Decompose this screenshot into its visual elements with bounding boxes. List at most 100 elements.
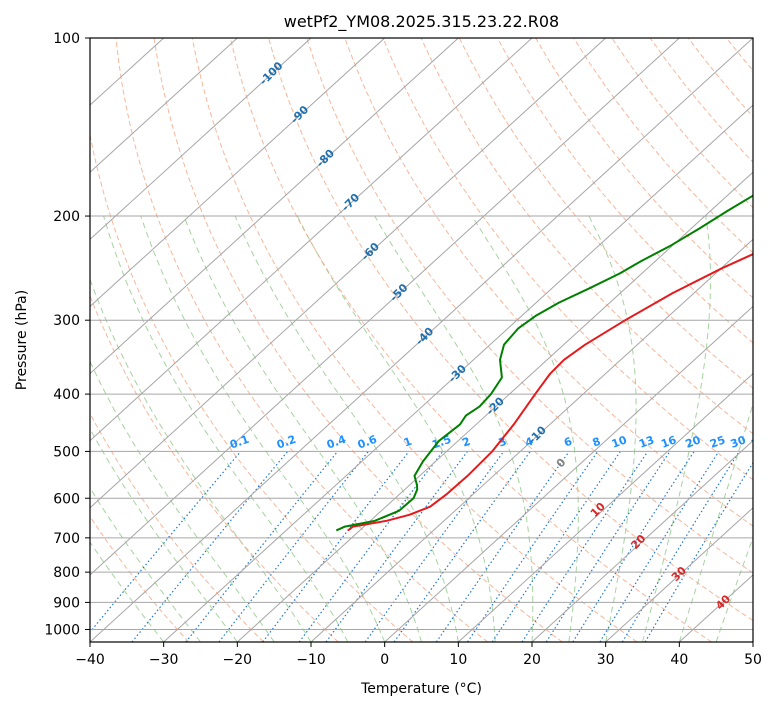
dry-adiabat bbox=[306, 38, 753, 574]
y-axis-label: Pressure (hPa) bbox=[14, 290, 30, 390]
mixing-ratio-line bbox=[325, 451, 468, 642]
skewed-isotherm bbox=[531, 439, 753, 642]
y-tick-label: 500 bbox=[53, 444, 80, 460]
moist-adiabat bbox=[90, 277, 312, 642]
y-tick-label: 1000 bbox=[44, 622, 80, 638]
skewed-isotherm bbox=[90, 38, 386, 308]
moist-adiabat bbox=[90, 360, 275, 642]
y-tick-label: 700 bbox=[53, 531, 80, 547]
mixing-ratio-label: 16 bbox=[659, 433, 678, 451]
x-tick-label: 20 bbox=[523, 652, 541, 668]
x-tick-label: 0 bbox=[380, 652, 389, 668]
moist-adiabat bbox=[642, 215, 711, 642]
y-tick-label: 300 bbox=[53, 313, 80, 329]
y-tick-label: 200 bbox=[53, 209, 80, 225]
moist-adiabat bbox=[103, 215, 349, 642]
mixing-ratio-label: 30 bbox=[729, 433, 748, 451]
dewpoint-line bbox=[335, 194, 753, 532]
skewed-isotherm bbox=[310, 238, 753, 642]
mixing-ratio-line bbox=[466, 451, 599, 642]
chart-title: wetPf2_YM08.2025.315.23.22.R08 bbox=[284, 12, 559, 32]
mixing-ratio-line bbox=[621, 451, 740, 642]
skewed-isotherm bbox=[90, 38, 607, 509]
mixing-ratio-label: 13 bbox=[637, 433, 656, 450]
dry-adiabat bbox=[496, 38, 753, 344]
dry-adiabat bbox=[90, 412, 264, 642]
mixing-ratio-label: 6 bbox=[562, 435, 574, 450]
moist-adiabat bbox=[90, 427, 238, 642]
y-tick-label: 400 bbox=[53, 387, 80, 403]
moist-adiabat bbox=[588, 215, 637, 642]
x-axis-label: Temperature (°C) bbox=[360, 681, 482, 697]
dry-adiabat bbox=[153, 38, 563, 642]
dry-adiabat bbox=[191, 38, 638, 642]
x-tick-label: 40 bbox=[670, 652, 688, 668]
mixing-ratio-label: 25 bbox=[708, 433, 727, 450]
mixing-ratio-label: 4 bbox=[523, 435, 535, 450]
x-axis-ticks: −40 −30 −20 −10 0 10 20 30 40 50 bbox=[75, 642, 762, 668]
x-tick-label: 10 bbox=[449, 652, 467, 668]
plot-area: 0.10.20.40.611.52346810131620253036-100-… bbox=[90, 38, 768, 642]
skewed-isotherm bbox=[384, 305, 753, 642]
moist-adiabat bbox=[374, 215, 534, 642]
mixing-ratio-line bbox=[131, 451, 289, 642]
plot-frame bbox=[89, 37, 754, 643]
mixing-ratio-line bbox=[298, 451, 444, 642]
mixing-ratio-line bbox=[90, 451, 242, 633]
mixing-ratio-line bbox=[572, 451, 695, 642]
pressure-gridlines bbox=[90, 38, 753, 630]
skewed-isotherms bbox=[90, 38, 753, 642]
mixing-ratio-label: 36 bbox=[749, 433, 768, 451]
skewed-isotherm bbox=[90, 38, 459, 375]
dry-adiabats bbox=[90, 38, 753, 642]
x-tick-label: −10 bbox=[296, 652, 326, 668]
moist-adiabat bbox=[90, 486, 201, 642]
mixing-ratio-label: 0.4 bbox=[325, 433, 348, 452]
mixing-ratio-line bbox=[435, 451, 570, 642]
mixing-ratio-line bbox=[262, 451, 410, 642]
moist-adiabat bbox=[140, 215, 386, 642]
skewed-isotherm bbox=[90, 38, 753, 642]
moist-adiabat bbox=[183, 215, 422, 642]
x-tick-label: −30 bbox=[149, 652, 179, 668]
temperature-line bbox=[347, 253, 753, 532]
mixing-ratio-label: 10 bbox=[610, 433, 629, 451]
skewed-isotherm bbox=[605, 507, 753, 642]
mixing-ratio-line bbox=[521, 451, 649, 642]
mixing-ratio-label: 3 bbox=[497, 435, 509, 450]
x-tick-label: −40 bbox=[75, 652, 105, 668]
dry-adiabat bbox=[420, 38, 753, 435]
y-tick-label: 100 bbox=[53, 31, 80, 47]
mixing-ratio-line bbox=[545, 451, 671, 642]
mixing-ratio-label: 1 bbox=[402, 435, 414, 450]
y-tick-label: 900 bbox=[53, 595, 80, 611]
mixing-ratio-label: 2 bbox=[461, 435, 473, 450]
y-tick-label: 600 bbox=[53, 491, 80, 507]
mixing-ratio-line bbox=[185, 451, 339, 642]
mixing-ratio-label: 8 bbox=[591, 435, 603, 450]
mixing-ratio-line bbox=[364, 451, 505, 642]
skewed-isotherm bbox=[236, 171, 753, 642]
x-tick-label: −20 bbox=[223, 652, 253, 668]
skewed-isotherm bbox=[90, 38, 238, 173]
mixing-ratio-label: 0.1 bbox=[228, 433, 251, 452]
dry-adiabat bbox=[268, 38, 753, 622]
skewed-isotherm bbox=[163, 104, 753, 642]
dry-adiabat bbox=[115, 38, 488, 642]
mixing-ratio-lines bbox=[90, 451, 753, 642]
skewed-isotherm bbox=[90, 38, 680, 576]
mixing-ratio-label: 20 bbox=[684, 433, 703, 451]
mixing-ratio-label: 0.6 bbox=[356, 433, 379, 452]
mixing-ratio-line bbox=[599, 451, 720, 642]
y-axis-ticks: 100 200 300 400 500 600 700 800 900 1000 bbox=[44, 31, 90, 638]
dry-adiabat bbox=[535, 38, 753, 299]
mixing-ratio-line bbox=[491, 451, 621, 642]
skewed-isotherm bbox=[90, 38, 533, 442]
x-tick-label: 50 bbox=[744, 652, 762, 668]
moist-adiabat bbox=[296, 215, 496, 642]
moist-adiabat bbox=[234, 215, 459, 642]
mixing-ratio-label: 1.5 bbox=[430, 433, 453, 452]
mixing-ratio-label: 0.2 bbox=[275, 433, 298, 452]
